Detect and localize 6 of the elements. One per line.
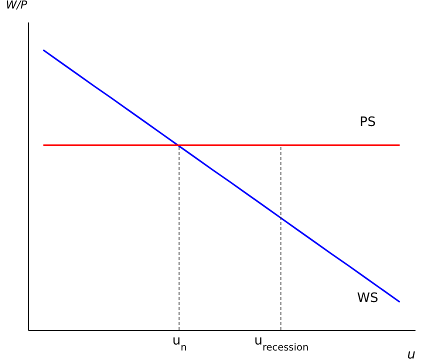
x-axis-title: u [407, 348, 416, 361]
series-label: PS [360, 115, 376, 130]
y-axis-title: W/P [6, 0, 28, 12]
series-label: WS [357, 291, 378, 306]
x-tick-label: u$_{n}$ [172, 334, 187, 353]
x-tick-label: u$_{recession}$ [254, 334, 309, 353]
